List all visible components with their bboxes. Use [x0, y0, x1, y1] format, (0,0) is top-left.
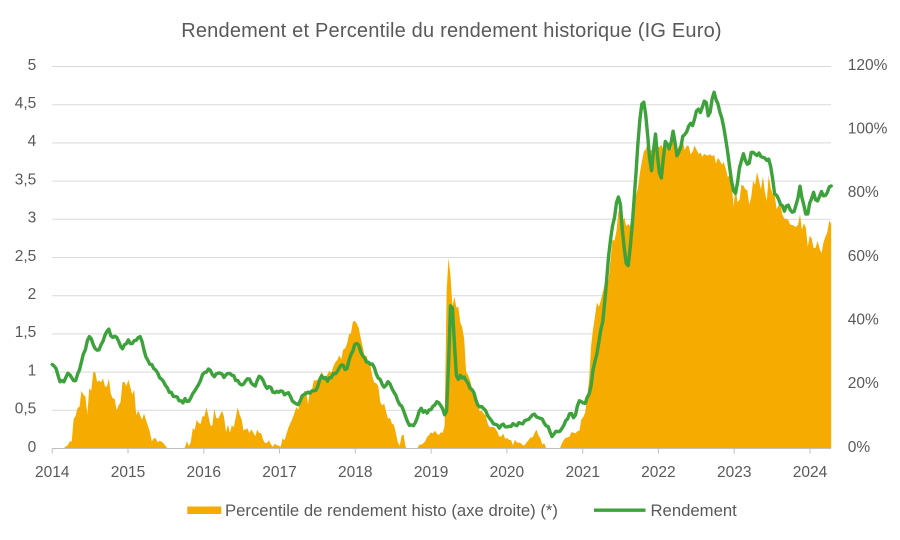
svg-text:Percentile de rendement histo: Percentile de rendement histo (axe droit…	[225, 501, 558, 520]
svg-text:40%: 40%	[848, 312, 879, 329]
svg-text:0,5: 0,5	[15, 401, 37, 418]
svg-text:2020: 2020	[490, 464, 525, 481]
svg-text:2018: 2018	[338, 464, 372, 481]
svg-text:5: 5	[28, 57, 37, 74]
svg-text:Rendement et Percentile du ren: Rendement et Percentile du rendement his…	[181, 20, 722, 42]
svg-text:1: 1	[28, 362, 37, 379]
svg-text:20%: 20%	[848, 375, 879, 392]
svg-text:2024: 2024	[793, 464, 828, 481]
svg-text:3,5: 3,5	[15, 171, 37, 188]
svg-text:1,5: 1,5	[15, 324, 37, 341]
svg-text:2014: 2014	[35, 464, 70, 481]
svg-text:2016: 2016	[187, 464, 221, 481]
svg-text:100%: 100%	[848, 121, 888, 138]
svg-text:4,5: 4,5	[15, 95, 37, 112]
svg-text:2019: 2019	[414, 464, 448, 481]
svg-text:60%: 60%	[848, 248, 879, 265]
svg-text:2021: 2021	[565, 464, 599, 481]
svg-text:80%: 80%	[848, 184, 879, 201]
svg-text:0: 0	[28, 439, 37, 456]
svg-text:2023: 2023	[717, 464, 751, 481]
svg-text:2: 2	[28, 286, 37, 303]
svg-text:Rendement: Rendement	[651, 501, 738, 520]
svg-text:0%: 0%	[848, 439, 871, 456]
svg-text:4: 4	[28, 133, 37, 150]
svg-text:2015: 2015	[111, 464, 145, 481]
svg-text:3: 3	[28, 210, 37, 227]
svg-text:2,5: 2,5	[15, 248, 37, 265]
svg-text:2017: 2017	[262, 464, 296, 481]
svg-text:2022: 2022	[641, 464, 675, 481]
svg-text:120%: 120%	[848, 57, 888, 74]
